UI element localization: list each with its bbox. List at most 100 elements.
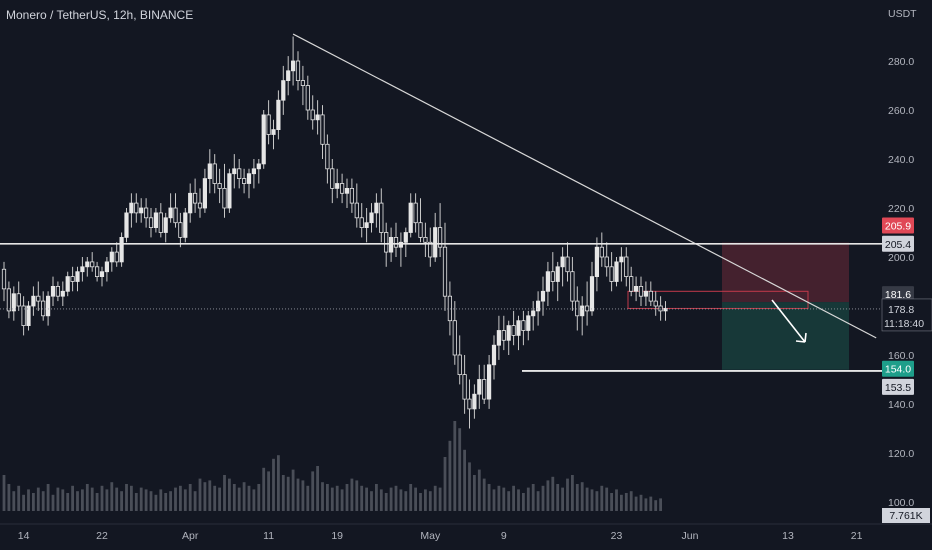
volume-bar xyxy=(281,475,285,511)
volume-bar xyxy=(428,491,432,511)
candle xyxy=(462,374,467,400)
candle xyxy=(232,168,237,175)
candle xyxy=(482,379,487,400)
volume-bar xyxy=(468,462,471,511)
volume-bar xyxy=(22,494,25,511)
volume-bar xyxy=(414,487,417,511)
volume-bar xyxy=(561,487,564,511)
volume-bar xyxy=(174,487,177,511)
price-tick-label: 280.0 xyxy=(888,56,914,68)
volume-bar xyxy=(566,478,569,511)
candle xyxy=(648,290,653,302)
entry-box[interactable] xyxy=(627,290,809,309)
candle xyxy=(109,251,114,263)
volume-bar xyxy=(228,478,231,511)
volume-bar xyxy=(247,485,251,511)
volume-bar xyxy=(615,489,618,511)
volume-bar xyxy=(326,484,329,511)
time-tick-label: 22 xyxy=(96,530,108,542)
candle xyxy=(139,207,144,214)
volume-bar xyxy=(100,485,104,511)
drawing-lines xyxy=(0,33,882,372)
volume-bar xyxy=(12,491,16,511)
candle xyxy=(653,300,658,307)
candle xyxy=(580,305,585,317)
candle xyxy=(388,236,394,253)
trendline[interactable] xyxy=(292,33,877,339)
candle xyxy=(638,285,644,297)
volume-bar xyxy=(252,489,256,511)
volume-bar xyxy=(644,498,648,511)
candle xyxy=(570,271,575,302)
volume-bar xyxy=(183,489,187,511)
volume-bar xyxy=(198,478,202,511)
volume-bar xyxy=(208,480,212,511)
volume-bar xyxy=(335,485,339,511)
volume-tag: 7.761K xyxy=(889,510,922,522)
candle xyxy=(290,60,296,72)
volume-bar xyxy=(424,489,427,511)
volume-bar xyxy=(110,482,114,511)
candle xyxy=(575,300,580,317)
candle xyxy=(393,236,399,248)
time-tick-label: 9 xyxy=(501,530,507,542)
stop-loss-zone[interactable] xyxy=(722,242,849,303)
volume-bar xyxy=(541,485,545,511)
candle xyxy=(589,276,595,312)
volume-bars xyxy=(2,421,662,511)
volume-bar xyxy=(507,491,511,511)
price-tick-label: 260.0 xyxy=(888,105,914,117)
time-tick-label: 13 xyxy=(782,530,794,542)
candle xyxy=(585,305,590,312)
target-price-tag: 154.0 xyxy=(885,364,911,376)
volume-bar xyxy=(169,491,172,511)
candle xyxy=(114,251,119,263)
volume-bar xyxy=(492,489,496,511)
volume-bar xyxy=(32,493,35,511)
candle xyxy=(384,232,389,253)
candle xyxy=(80,266,85,273)
candle xyxy=(359,217,364,229)
candle xyxy=(467,398,472,410)
volume-bar xyxy=(477,469,481,511)
volume-bar xyxy=(301,480,305,511)
volume-bar xyxy=(340,489,344,511)
volume-bar xyxy=(179,485,182,511)
volume-bar xyxy=(277,455,280,511)
candle xyxy=(379,202,384,233)
candle xyxy=(60,290,65,297)
candle xyxy=(643,290,649,297)
candle xyxy=(472,393,477,410)
volume-bar xyxy=(330,487,334,511)
support-price-tag-bg xyxy=(882,378,914,395)
volume-bar xyxy=(105,489,109,511)
volume-bar xyxy=(458,428,462,511)
arrow-icon xyxy=(771,299,807,343)
candle xyxy=(11,293,16,312)
candle xyxy=(658,305,663,312)
candle xyxy=(349,187,355,204)
candle xyxy=(271,129,276,135)
candle xyxy=(173,207,178,224)
volume-bar xyxy=(291,469,295,511)
candle xyxy=(300,80,306,86)
chart-title[interactable]: Monero / TetherUS, 12h, BINANCE xyxy=(6,8,194,22)
volume-bar xyxy=(370,491,373,511)
candle xyxy=(75,271,80,282)
candle xyxy=(95,266,100,277)
volume-bar xyxy=(267,471,270,511)
candle xyxy=(16,293,21,307)
candle xyxy=(624,256,629,278)
candle xyxy=(1,268,7,290)
candle xyxy=(55,285,61,297)
volume-bar xyxy=(350,478,354,511)
volume-bar xyxy=(585,487,589,511)
time-tick-label: 23 xyxy=(611,530,623,542)
candle xyxy=(41,300,46,317)
time-tick-label: 14 xyxy=(18,530,30,542)
take-profit-zone[interactable] xyxy=(722,302,849,370)
volume-bar xyxy=(286,476,290,511)
candle xyxy=(99,271,105,278)
volume-bar xyxy=(654,500,658,511)
